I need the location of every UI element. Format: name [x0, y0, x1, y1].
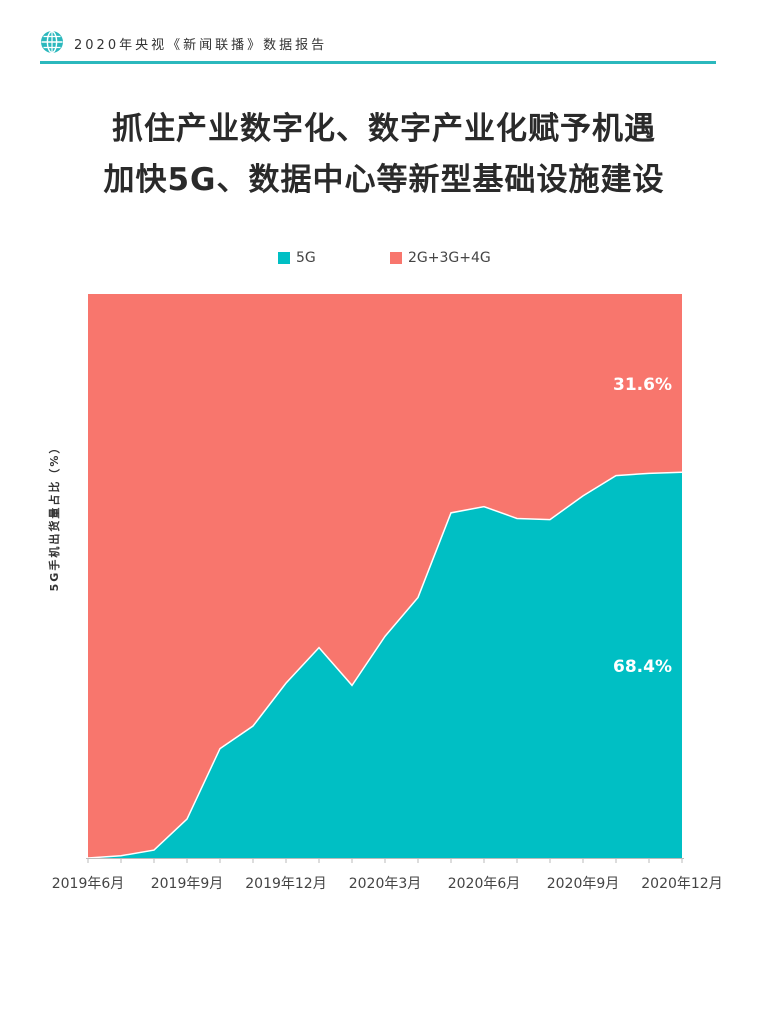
y-axis-label: 5G手机出货量占比（%） — [47, 441, 61, 592]
page-title: 抓住产业数字化、数字产业化赋予机遇 加快5G、数据中心等新型基础设施建设 — [0, 104, 768, 206]
legend-item-legacy: 2G+3G+4G — [390, 250, 491, 266]
x-tick-label: 2019年9月 — [151, 876, 224, 892]
header-title: 2020年央视《新闻联播》数据报告 — [74, 38, 328, 53]
x-tick-label: 2020年12月 — [641, 876, 722, 892]
x-tick-label: 2020年3月 — [349, 876, 422, 892]
annotation-5g-share: 68.4% — [613, 657, 672, 677]
legend-swatch-legacy — [390, 252, 402, 264]
title-line-2: 加快5G、数据中心等新型基础设施建设 — [103, 162, 665, 198]
legend-swatch-5g — [278, 252, 290, 264]
legend-label-legacy: 2G+3G+4G — [408, 250, 491, 266]
title-line-1: 抓住产业数字化、数字产业化赋予机遇 — [112, 111, 656, 147]
report-header: 2020年央视《新闻联播》数据报告 — [40, 28, 716, 64]
x-tick-label: 2020年9月 — [547, 876, 620, 892]
x-tick-label: 2019年12月 — [245, 876, 326, 892]
x-tick-label: 2019年6月 — [52, 876, 125, 892]
annotation-legacy-share: 31.6% — [613, 375, 672, 395]
chart-legend: 5G 2G+3G+4G — [0, 250, 768, 272]
area-series-5g — [88, 472, 682, 858]
legend-item-5g: 5G — [278, 250, 316, 266]
x-tick-label: 2020年6月 — [448, 876, 521, 892]
legend-label-5g: 5G — [296, 250, 316, 266]
series-boundary-line — [87, 471, 683, 859]
globe-icon — [41, 30, 63, 54]
header-divider — [40, 61, 716, 64]
